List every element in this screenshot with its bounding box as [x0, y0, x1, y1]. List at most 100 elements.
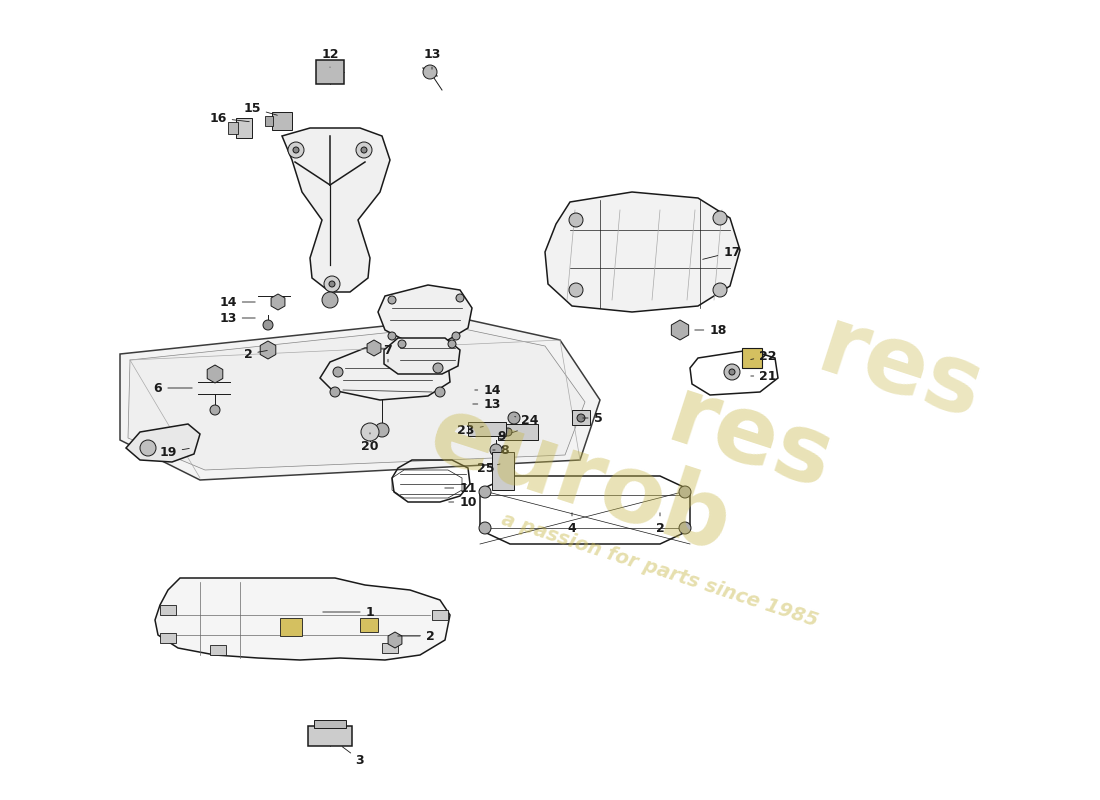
Text: 2: 2 — [656, 513, 664, 534]
Bar — [308, 726, 352, 746]
Text: 2: 2 — [243, 347, 267, 361]
Text: 14: 14 — [475, 383, 500, 397]
Polygon shape — [128, 326, 585, 470]
Bar — [742, 348, 762, 368]
Polygon shape — [671, 320, 689, 340]
Text: 16: 16 — [209, 111, 250, 125]
Circle shape — [569, 213, 583, 227]
Polygon shape — [126, 424, 200, 462]
Circle shape — [569, 283, 583, 297]
Polygon shape — [367, 340, 381, 356]
Bar — [265, 116, 273, 126]
Polygon shape — [282, 128, 390, 292]
Circle shape — [478, 522, 491, 534]
Bar — [360, 618, 378, 632]
Circle shape — [713, 211, 727, 225]
Bar — [236, 118, 252, 138]
Circle shape — [490, 444, 502, 456]
Polygon shape — [544, 192, 740, 312]
Bar — [314, 720, 346, 728]
Circle shape — [578, 414, 585, 422]
Text: 25: 25 — [477, 462, 500, 474]
Circle shape — [448, 340, 456, 348]
Text: 9: 9 — [497, 430, 517, 442]
Bar — [572, 410, 590, 425]
Circle shape — [322, 292, 338, 308]
Polygon shape — [378, 285, 472, 342]
Bar — [468, 422, 506, 436]
Circle shape — [330, 387, 340, 397]
Polygon shape — [384, 338, 460, 374]
Circle shape — [452, 332, 460, 340]
Circle shape — [263, 320, 273, 330]
Circle shape — [375, 423, 389, 437]
Text: 13: 13 — [473, 398, 500, 410]
Circle shape — [210, 405, 220, 415]
Text: a passion for parts since 1985: a passion for parts since 1985 — [499, 510, 821, 630]
Polygon shape — [388, 632, 401, 648]
Text: 24: 24 — [515, 414, 539, 426]
Text: 19: 19 — [160, 446, 189, 458]
Bar — [228, 122, 238, 134]
Circle shape — [361, 147, 367, 153]
Text: eurob: eurob — [418, 388, 741, 572]
Polygon shape — [271, 294, 285, 310]
Text: 10: 10 — [449, 495, 476, 509]
Circle shape — [398, 340, 406, 348]
Text: 23: 23 — [458, 423, 483, 437]
Circle shape — [729, 369, 735, 375]
Circle shape — [388, 296, 396, 304]
Circle shape — [388, 332, 396, 340]
Text: 2: 2 — [398, 630, 434, 642]
Text: 17: 17 — [703, 246, 740, 259]
Circle shape — [679, 486, 691, 498]
Circle shape — [679, 522, 691, 534]
Circle shape — [713, 283, 727, 297]
Text: 13: 13 — [219, 311, 255, 325]
Text: 1: 1 — [322, 606, 374, 618]
Circle shape — [478, 486, 491, 498]
Text: 14: 14 — [219, 295, 255, 309]
Circle shape — [724, 364, 740, 380]
Bar — [316, 60, 344, 84]
Text: 8: 8 — [493, 443, 509, 457]
Polygon shape — [120, 318, 600, 480]
Polygon shape — [207, 365, 223, 383]
Text: 20: 20 — [361, 433, 378, 453]
Text: 12: 12 — [321, 49, 339, 67]
Polygon shape — [155, 578, 450, 660]
Text: 22: 22 — [750, 350, 777, 362]
Bar — [382, 643, 398, 653]
Circle shape — [508, 412, 520, 424]
Circle shape — [456, 294, 464, 302]
Bar — [280, 618, 302, 636]
Polygon shape — [261, 341, 276, 359]
Polygon shape — [320, 348, 450, 400]
Text: 13: 13 — [424, 49, 441, 70]
Circle shape — [433, 363, 443, 373]
Circle shape — [356, 142, 372, 158]
Text: res: res — [806, 301, 993, 439]
Bar — [432, 610, 448, 620]
Text: 5: 5 — [583, 411, 603, 425]
Bar — [498, 424, 538, 440]
Bar — [210, 645, 225, 655]
Circle shape — [324, 276, 340, 292]
Text: 18: 18 — [695, 323, 727, 337]
Text: 11: 11 — [444, 482, 476, 494]
Circle shape — [329, 281, 336, 287]
Circle shape — [293, 147, 299, 153]
Bar — [492, 452, 514, 490]
Text: 15: 15 — [243, 102, 277, 115]
Bar — [160, 633, 176, 643]
Circle shape — [361, 423, 379, 441]
Bar — [160, 605, 176, 615]
Text: res: res — [657, 370, 844, 510]
Text: 7: 7 — [384, 343, 393, 362]
Bar — [272, 112, 292, 130]
Text: 3: 3 — [342, 746, 364, 766]
Text: 6: 6 — [154, 382, 192, 394]
Circle shape — [424, 65, 437, 79]
Circle shape — [333, 367, 343, 377]
Circle shape — [288, 142, 304, 158]
